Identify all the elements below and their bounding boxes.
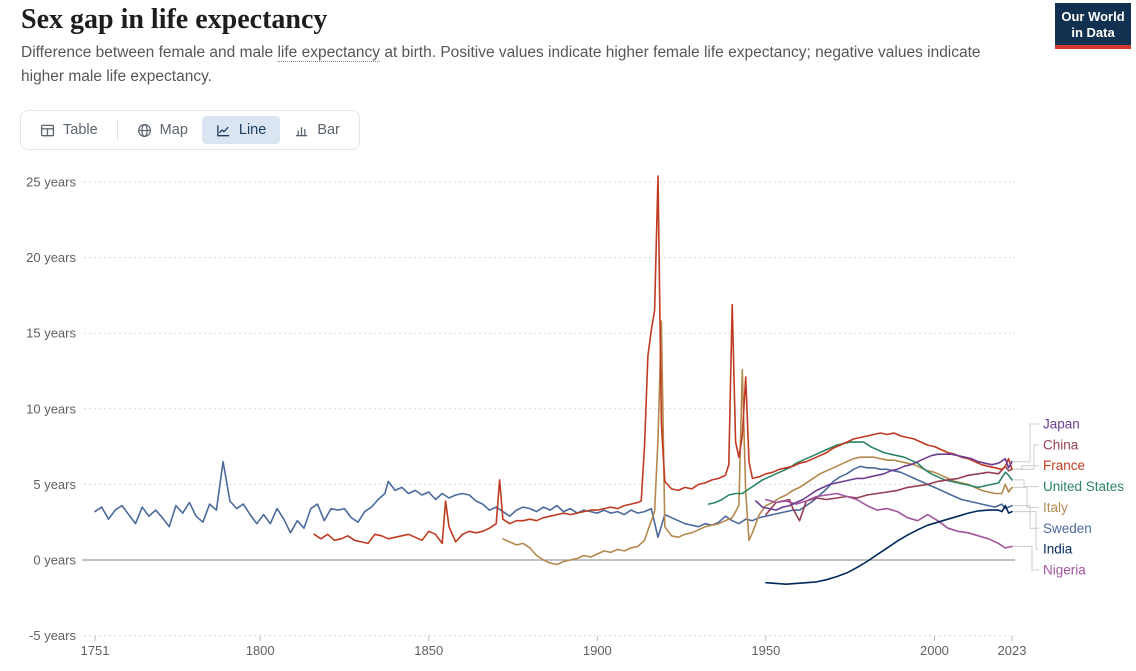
legend-leader-line (1013, 479, 1039, 488)
legend-leader-line (1013, 423, 1039, 463)
legend-label-japan[interactable]: Japan (1043, 417, 1080, 432)
y-axis-tick-label: 25 years (26, 175, 76, 190)
bar-chart-icon (294, 123, 309, 138)
page-title: Sex gap in life expectancy (21, 4, 328, 35)
x-axis-tick-label: 1950 (751, 643, 780, 658)
x-axis-tick-label: 1850 (414, 643, 443, 658)
tab-map[interactable]: Map (123, 116, 202, 144)
y-axis-tick-label: 15 years (26, 326, 76, 341)
y-axis-tick-label: 5 years (33, 477, 76, 492)
legend-leader-line (1013, 511, 1039, 550)
y-axis-tick-label: 10 years (26, 401, 76, 416)
globe-icon (137, 123, 152, 138)
series-line-india[interactable] (765, 504, 1013, 585)
legend-leader-line (1013, 486, 1039, 508)
x-axis-tick-label: 2023 (998, 643, 1027, 658)
owid-logo-line1: Our World (1061, 9, 1125, 24)
subtitle-text-pre: Difference between female and male (21, 44, 278, 61)
life-expectancy-link[interactable]: life expectancy (277, 44, 381, 62)
legend-label-italy[interactable]: Italy (1043, 500, 1068, 515)
owid-logo-line2: in Data (1071, 25, 1115, 40)
legend-leader-line (1013, 505, 1039, 529)
tab-line-label: Line (238, 122, 267, 138)
chart-subtitle: Difference between female and male life … (21, 41, 1013, 89)
series-line-china[interactable] (765, 465, 1013, 522)
legend-label-nigeria[interactable]: Nigeria (1043, 563, 1086, 578)
tab-bar-label: Bar (317, 122, 340, 138)
y-axis-tick-label: 0 years (33, 553, 76, 568)
series-line-france[interactable] (313, 175, 1013, 545)
series-line-japan[interactable] (755, 453, 1013, 511)
tab-bar[interactable]: Bar (280, 116, 354, 144)
legend-label-china[interactable]: China (1043, 437, 1079, 452)
legend-label-sweden[interactable]: Sweden (1043, 521, 1092, 536)
legend-label-india[interactable]: India (1043, 542, 1073, 557)
tab-table-label: Table (63, 122, 98, 138)
legend-leader-line (1013, 465, 1039, 470)
x-axis-tick-label: 1800 (246, 643, 275, 658)
tab-map-label: Map (159, 122, 188, 138)
tab-divider (116, 120, 118, 140)
legend-label-united-states[interactable]: United States (1043, 479, 1124, 494)
view-tab-bar: Table Map Line Bar (20, 110, 360, 150)
x-axis-tick-label: 1900 (583, 643, 612, 658)
x-axis-tick-label: 1751 (81, 643, 110, 658)
series-line-nigeria[interactable] (765, 492, 1013, 549)
series-line-italy[interactable] (502, 320, 1013, 566)
x-axis-tick-label: 2000 (920, 643, 949, 658)
series-line-sweden[interactable] (94, 460, 1013, 539)
owid-logo[interactable]: Our World in Data (1055, 3, 1131, 49)
legend-leader-line (1013, 444, 1039, 470)
tab-table[interactable]: Table (26, 116, 112, 144)
y-axis-tick-label: 20 years (26, 250, 76, 265)
legend-leader-line (1013, 545, 1039, 571)
subtitle-text-post: at birth. Positive values indicate highe… (21, 44, 981, 85)
tab-line[interactable]: Line (201, 116, 281, 144)
line-chart-icon (216, 123, 231, 138)
table-icon (40, 123, 55, 138)
legend-label-france[interactable]: France (1043, 458, 1085, 473)
y-axis-tick-label: -5 years (29, 628, 76, 643)
series-line-united-states[interactable] (707, 441, 1013, 505)
